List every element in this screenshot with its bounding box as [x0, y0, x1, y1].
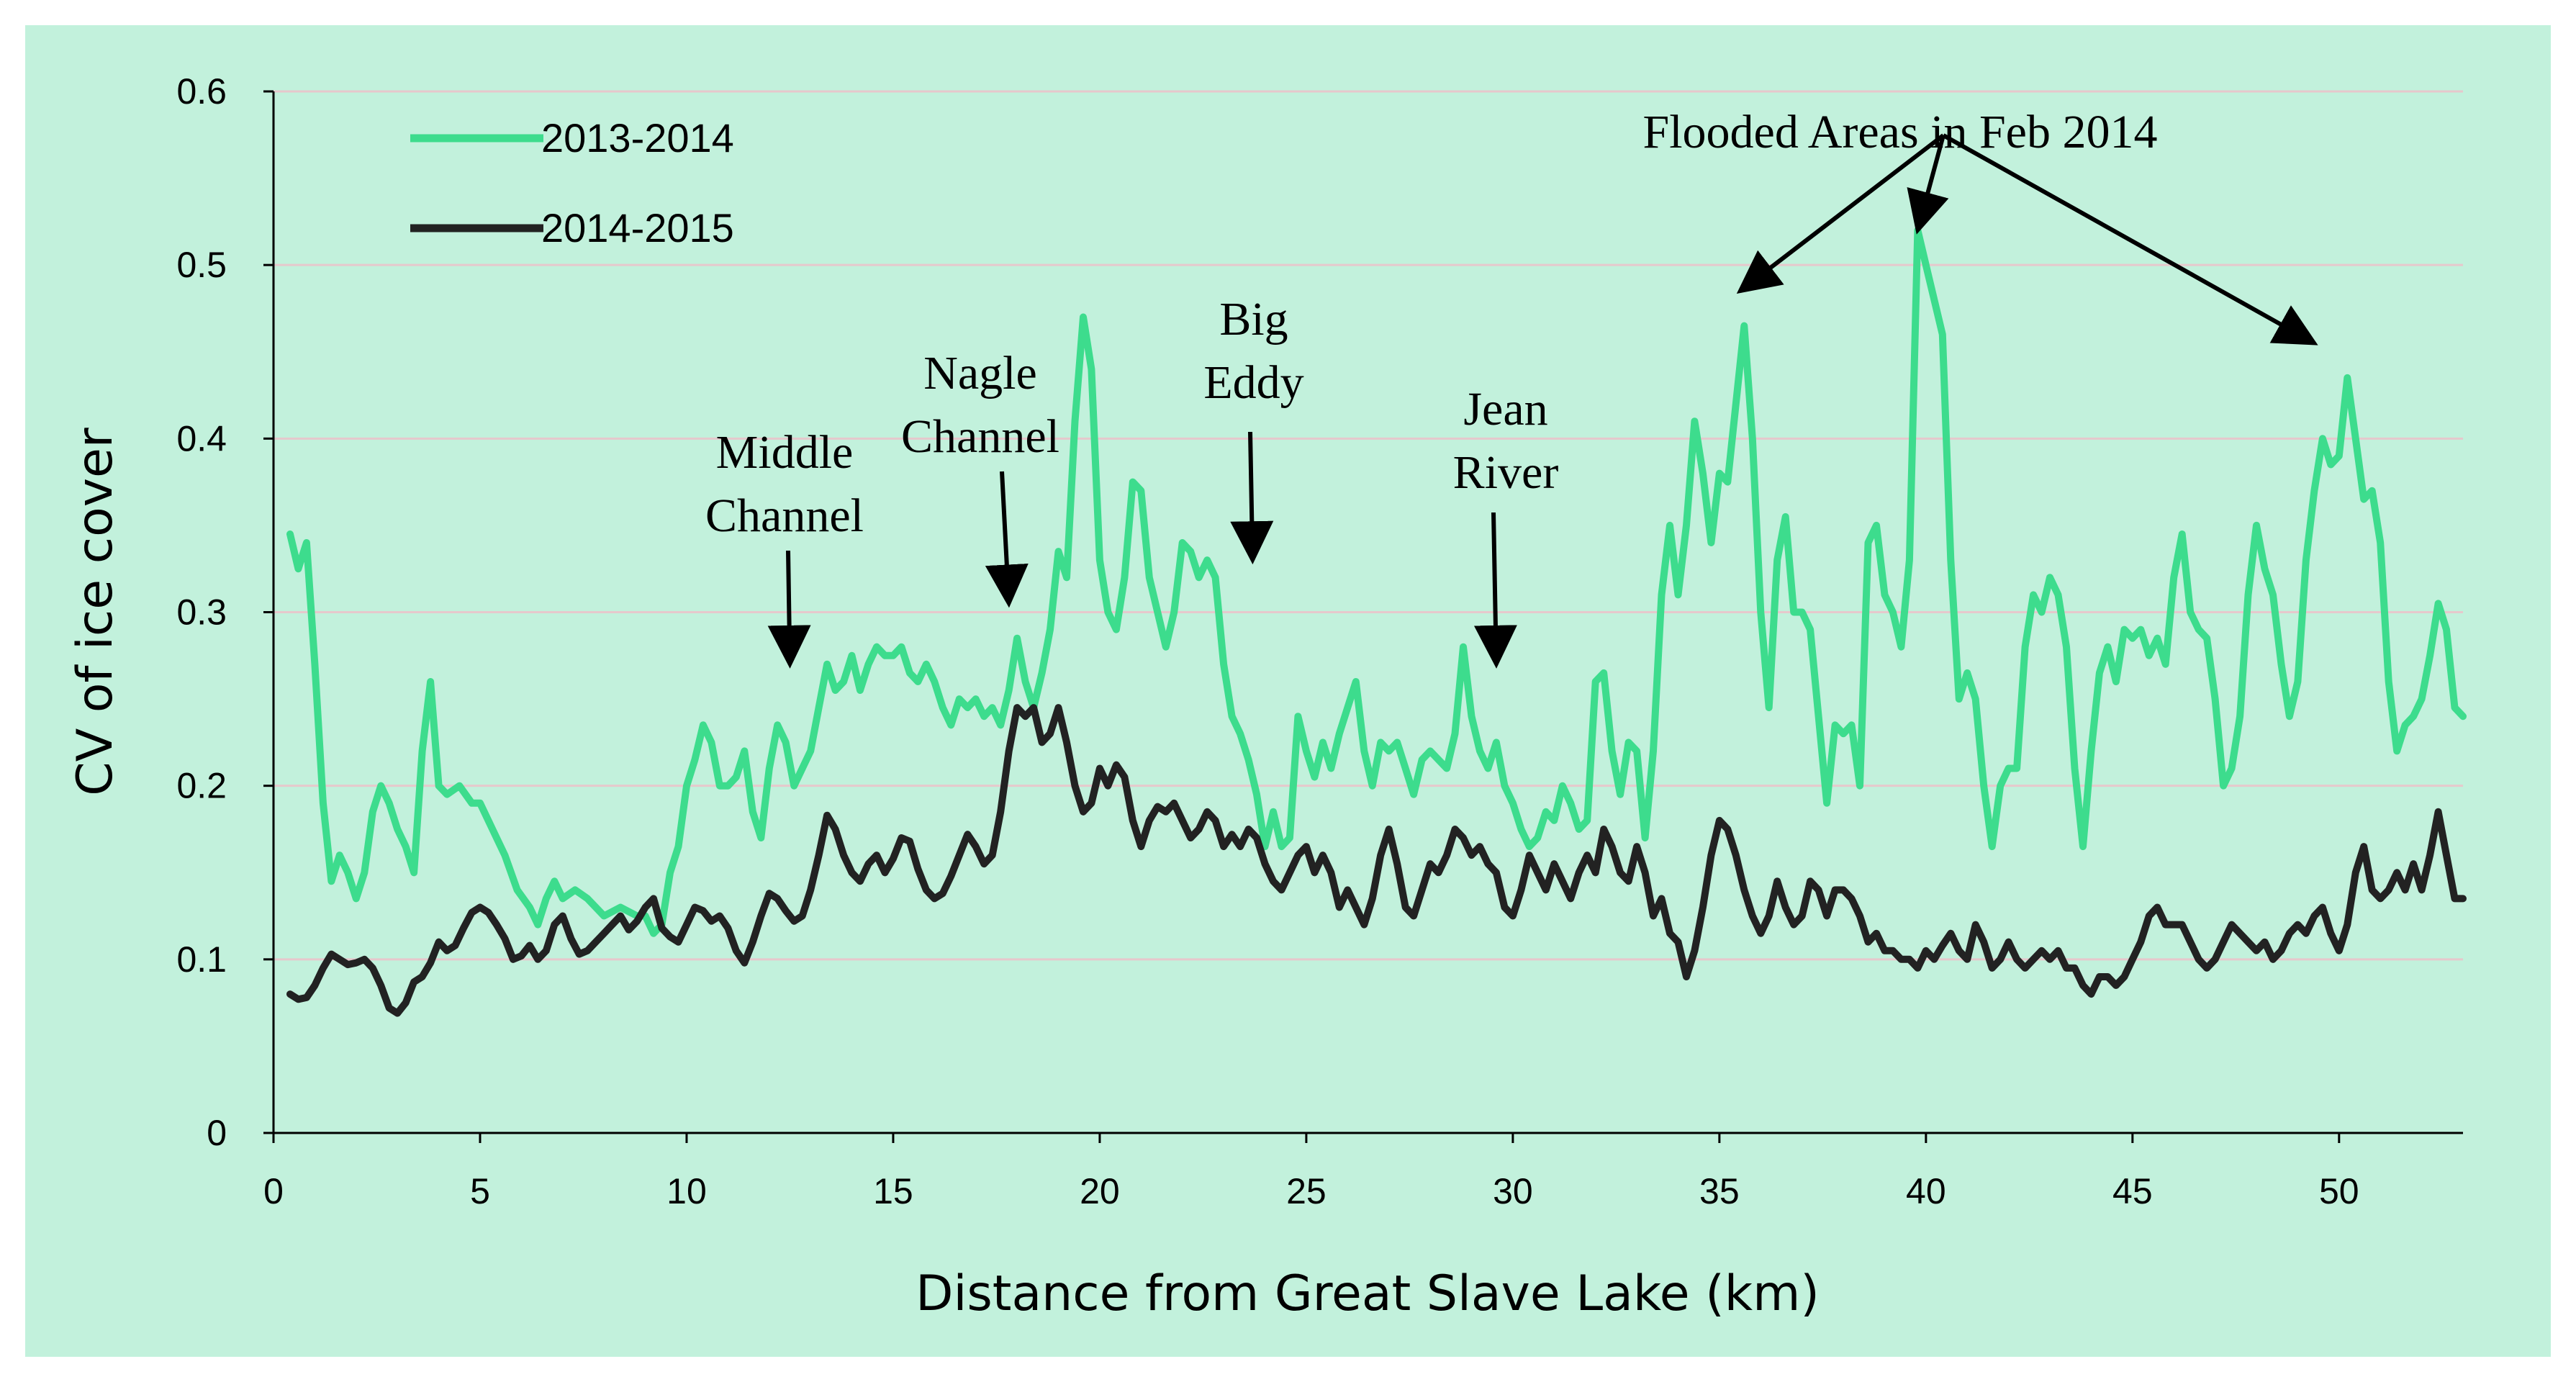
legend-label-2013-2014: 2013-2014: [541, 115, 734, 161]
annotation-text: Big: [1219, 293, 1288, 346]
y-tick-label: 0.1: [176, 939, 227, 980]
y-tick-label: 0: [207, 1113, 227, 1153]
annotation-arrow: [1942, 133, 2318, 346]
annotation-big-eddy: Big Eddy: [1203, 293, 1304, 565]
series-line-2013-2014: [286, 226, 2467, 937]
annotation-text: Middle: [716, 426, 854, 479]
annotation-arrow: [985, 471, 1029, 608]
series-line-2014-2015: [286, 704, 2467, 1017]
x-tick-label: 20: [1080, 1171, 1120, 1211]
annotation-text: Nagle: [923, 347, 1037, 399]
y-tick-label: 0.6: [176, 71, 227, 112]
annotation-text: Flooded Areas in Feb 2014: [1643, 106, 2158, 158]
legend: 2013-2014 2014-2015: [410, 115, 734, 250]
annotation-arrow: [767, 550, 811, 669]
annotation-middle-channel: Middle Channel: [705, 426, 864, 669]
annotation-text: Jean: [1463, 383, 1547, 435]
annotation-text: Channel: [901, 410, 1059, 463]
y-tick-label: 0.3: [176, 592, 227, 633]
annotation-arrow: [1907, 135, 1949, 235]
y-tick-label: 0.4: [176, 418, 227, 459]
x-tick-label: 15: [873, 1171, 913, 1211]
annotation-arrow: [1473, 512, 1517, 669]
annotation-nagle-channel: Nagle Channel: [901, 347, 1059, 608]
annotation-flooded-areas: Flooded Areas in Feb 2014: [1643, 106, 2318, 346]
x-tick-label: 45: [2112, 1171, 2153, 1211]
annotation-text: River: [1453, 446, 1559, 499]
legend-label-2014-2015: 2014-2015: [541, 205, 734, 250]
y-axis-title: CV of ice cover: [67, 428, 124, 796]
x-tick-label: 30: [1493, 1171, 1533, 1211]
annotations: Middle Channel Nagle Channel Big Eddy Jean Rive…: [705, 106, 2318, 669]
x-tick-label: 50: [2319, 1171, 2359, 1211]
x-tick-label: 25: [1286, 1171, 1327, 1211]
x-axis-title: Distance from Great Slave Lake (km): [916, 1265, 1820, 1322]
annotation-jean-river: Jean River: [1453, 383, 1559, 669]
chart-area: [25, 25, 2551, 1357]
x-tick-label: 10: [666, 1171, 707, 1211]
x-tick-label: 35: [1699, 1171, 1740, 1211]
annotation-text: Eddy: [1203, 356, 1303, 409]
x-tick-label: 0: [263, 1171, 284, 1211]
annotation-text: Channel: [705, 489, 864, 542]
x-tick-label: 40: [1906, 1171, 1946, 1211]
series-lines: [286, 226, 2467, 1017]
gridlines: [274, 90, 2463, 961]
axis-ticks: 0 0.1 0.2 0.3 0.4 0.5 0.6 0 5 10 15 20 25 30 35 40 45 50: [176, 71, 2359, 1211]
annotation-arrow: [1736, 133, 1945, 294]
x-tick-label: 5: [470, 1171, 490, 1211]
y-tick-label: 0.5: [176, 245, 227, 285]
annotation-arrow: [1230, 431, 1274, 565]
y-tick-label: 0.2: [176, 766, 227, 806]
